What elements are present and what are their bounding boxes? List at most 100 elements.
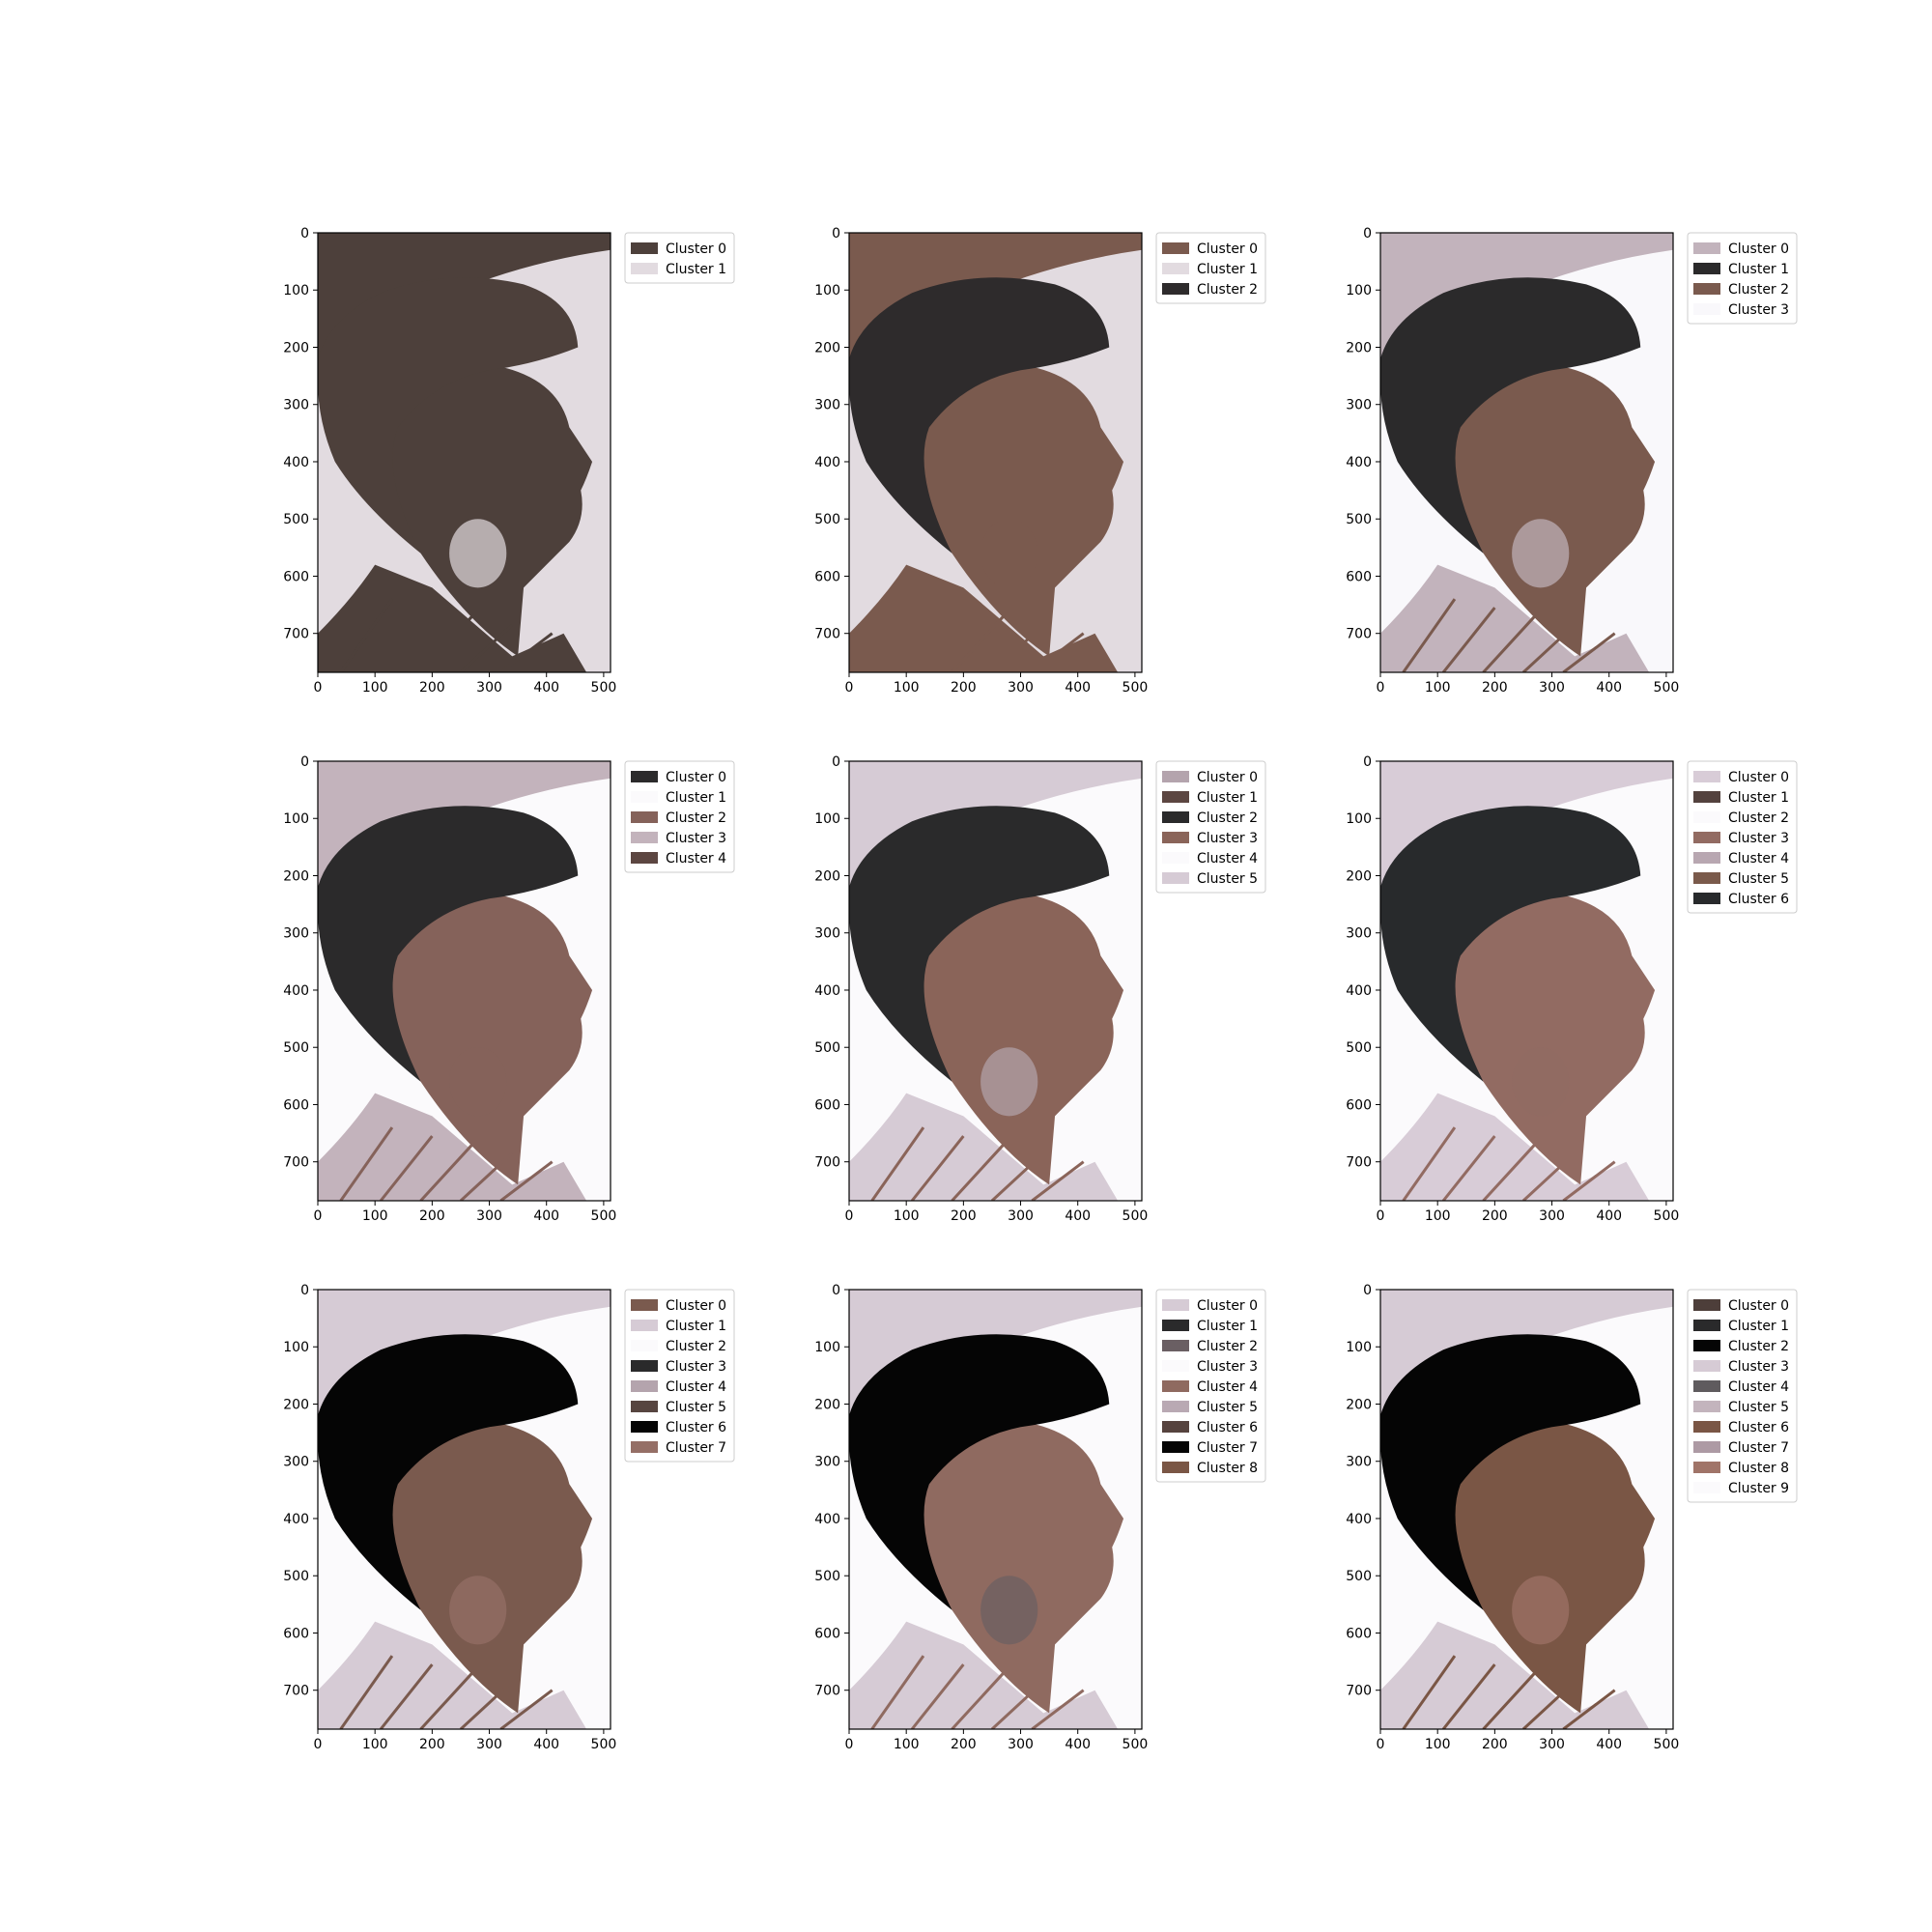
legend-label: Cluster 1 <box>1728 790 1789 806</box>
y-tick-label: 100 <box>814 1340 840 1355</box>
legend-label: Cluster 6 <box>1728 1420 1789 1435</box>
y-tick-label: 300 <box>814 926 840 942</box>
segmented-image <box>318 233 611 672</box>
legend-label: Cluster 3 <box>1197 831 1258 846</box>
x-tick-label: 0 <box>1377 1737 1385 1752</box>
legend-label: Cluster 3 <box>666 1359 726 1375</box>
subplot-3: 0 100 200 300 400 500 0 100 200 300 400 500 600 700 Cl… <box>283 754 735 1224</box>
y-tick-label: 300 <box>1346 1455 1372 1470</box>
legend-swatch <box>1693 1421 1720 1433</box>
legend-swatch <box>631 1360 658 1372</box>
image-backdrop <box>1380 233 1673 359</box>
x-tick-label: 300 <box>1008 1208 1034 1224</box>
x-tick-label: 400 <box>533 1208 559 1224</box>
segmented-image <box>849 233 1142 672</box>
legend-label: Cluster 1 <box>1197 1319 1258 1334</box>
x-tick-label: 200 <box>1482 1208 1508 1224</box>
x-tick-label: 500 <box>591 1737 617 1752</box>
y-tick-label: 100 <box>283 283 309 298</box>
legend-swatch <box>1693 872 1720 884</box>
image-hair <box>849 806 1110 1082</box>
x-tick-label: 100 <box>362 1208 388 1224</box>
x-tick-label: 0 <box>845 1737 854 1752</box>
y-tick-label: 100 <box>1346 811 1372 827</box>
image-hair <box>1380 806 1641 1082</box>
y-tick-label: 500 <box>814 1569 840 1584</box>
x-tick-label: 200 <box>951 680 977 696</box>
x-tick-label: 200 <box>419 1208 445 1224</box>
legend-label: Cluster 5 <box>1728 1400 1789 1415</box>
legend-label: Cluster 9 <box>1728 1481 1789 1496</box>
legend-label: Cluster 2 <box>666 810 726 826</box>
x-tick-label: 500 <box>1654 1208 1680 1224</box>
legend-label: Cluster 2 <box>1197 1339 1258 1354</box>
legend-swatch <box>1693 852 1720 864</box>
y-tick-label: 600 <box>283 1097 309 1113</box>
legend-swatch <box>1162 791 1189 803</box>
subplot-7: 0 100 200 300 400 500 0 100 200 300 400 500 600 700 Cl… <box>814 1283 1266 1752</box>
legend: Cluster 0 Cluster 1 Cluster 2 Cluster 3 Clus… <box>1155 1289 1266 1483</box>
image-shadow <box>449 519 507 588</box>
y-tick-label: 400 <box>1346 455 1372 470</box>
legend-label: Cluster 7 <box>666 1440 726 1456</box>
segmented-image <box>1380 761 1673 1201</box>
legend-swatch <box>1693 771 1720 782</box>
image-backdrop <box>1380 1290 1673 1416</box>
image-shirt-stripe <box>1482 614 1536 672</box>
legend-label: Cluster 1 <box>666 790 726 806</box>
image-shirt <box>849 1621 1119 1729</box>
legend-label: Cluster 2 <box>1728 810 1789 826</box>
legend-label: Cluster 4 <box>1197 851 1258 867</box>
legend: Cluster 0 Cluster 1 Cluster 2 Cluster 3 Clus… <box>1687 1289 1798 1503</box>
legend-swatch <box>1693 263 1720 274</box>
y-tick-label: 500 <box>814 1040 840 1056</box>
legend-swatch <box>631 242 658 254</box>
image-shirt <box>318 564 587 672</box>
y-tick-label: 0 <box>832 226 840 242</box>
image-shirt-stripe <box>1402 598 1457 672</box>
legend-label: Cluster 4 <box>1197 1379 1258 1395</box>
legend-swatch <box>631 1299 658 1311</box>
legend-swatch <box>1693 1380 1720 1392</box>
legend-swatch <box>1162 1462 1189 1473</box>
image-hair <box>318 806 579 1082</box>
y-tick-label: 300 <box>283 926 309 942</box>
x-tick-label: 0 <box>314 1208 323 1224</box>
y-tick-label: 0 <box>1363 1283 1372 1298</box>
x-tick-label: 400 <box>1065 1737 1091 1752</box>
image-shirt-stripe <box>339 598 394 672</box>
y-tick-label: 0 <box>300 754 309 770</box>
legend-label: Cluster 1 <box>1197 262 1258 277</box>
x-tick-label: 100 <box>894 680 920 696</box>
segmented-image <box>849 1290 1142 1729</box>
legend-swatch <box>1162 872 1189 884</box>
image-face <box>363 1421 593 1714</box>
legend-swatch <box>1162 1360 1189 1372</box>
x-tick-label: 200 <box>1482 1737 1508 1752</box>
y-tick-label: 200 <box>814 1397 840 1412</box>
x-tick-label: 500 <box>591 1208 617 1224</box>
axes-frame <box>317 1289 611 1730</box>
y-tick-label: 700 <box>283 1155 309 1171</box>
y-tick-label: 200 <box>814 340 840 355</box>
image-backdrop <box>849 233 1142 359</box>
legend-label: Cluster 2 <box>1728 282 1789 298</box>
x-tick-label: 0 <box>845 1208 854 1224</box>
legend-swatch <box>1693 303 1720 315</box>
axes-frame <box>1379 1289 1674 1730</box>
image-shirt-stripe <box>379 607 434 672</box>
image-shirt-stripe <box>339 1126 394 1201</box>
legend-label: Cluster 4 <box>1728 1379 1789 1395</box>
legend-swatch <box>1162 1320 1189 1331</box>
y-tick-label: 100 <box>814 283 840 298</box>
legend-label: Cluster 1 <box>666 262 726 277</box>
y-tick-label: 600 <box>1346 569 1372 584</box>
subplot-6: 0 100 200 300 400 500 0 100 200 300 400 500 600 700 Cl… <box>283 1283 735 1752</box>
legend-label: Cluster 4 <box>1728 851 1789 867</box>
image-shirt-stripe <box>1521 1151 1577 1201</box>
subplot-1: 0 100 200 300 400 500 0 100 200 300 400 500 600 700 Cl… <box>814 226 1266 696</box>
x-tick-label: 300 <box>1539 1208 1565 1224</box>
legend-swatch <box>631 791 658 803</box>
y-tick-label: 300 <box>814 398 840 413</box>
y-tick-label: 700 <box>283 1684 309 1699</box>
